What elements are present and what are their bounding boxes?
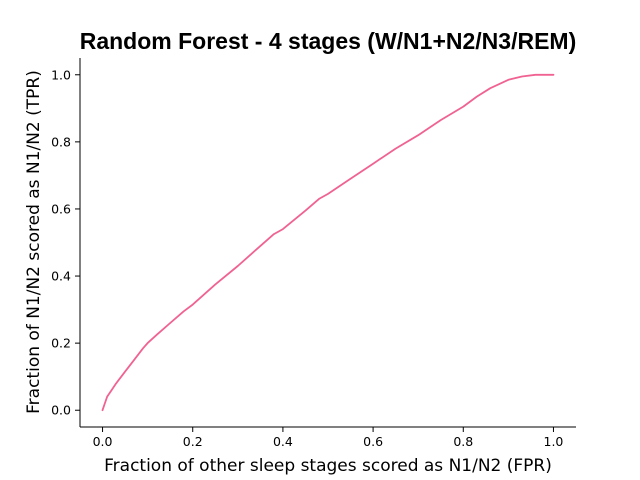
series-group <box>101 73 555 412</box>
y-axis-label: Fraction of N1/N2 scored as N1/N2 (TPR) <box>24 70 44 414</box>
x-tick-label-3: 0.6 <box>363 434 383 449</box>
y-tick-label-1: 0.2 <box>51 336 71 351</box>
y-tick-label-5: 1.0 <box>51 67 71 82</box>
y-tick-label-2: 0.4 <box>51 269 71 284</box>
roc-curve-line-0 <box>101 73 555 412</box>
y-tick-label-4: 0.8 <box>51 134 71 149</box>
x-tick-label-1: 0.2 <box>183 434 203 449</box>
x-tick-label-0: 0.0 <box>93 434 113 449</box>
chart-title: Random Forest - 4 stages (W/N1+N2/N3/REM… <box>80 28 577 54</box>
tick-group: 0.0 0.2 0.4 0.6 0.8 1.0 0.0 0.2 0.4 0.6 0.8 1.0 <box>51 67 563 449</box>
y-tick-label-0: 0.0 <box>51 403 71 418</box>
x-axis-label: Fraction of other sleep stages scored as… <box>104 456 552 476</box>
x-tick-label-2: 0.4 <box>273 434 293 449</box>
x-tick-label-4: 0.8 <box>453 434 473 449</box>
x-tick-label-5: 1.0 <box>544 434 564 449</box>
y-tick-label-3: 0.6 <box>51 201 71 216</box>
